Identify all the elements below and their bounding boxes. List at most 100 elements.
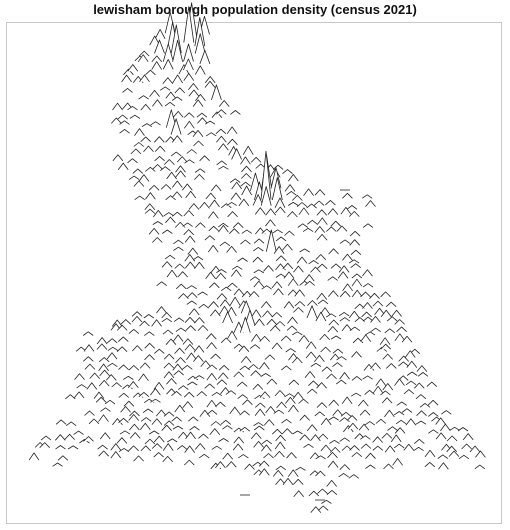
density-spike bbox=[211, 111, 223, 118]
density-spike bbox=[298, 335, 310, 343]
density-spike bbox=[133, 180, 145, 187]
density-spike bbox=[98, 357, 110, 363]
density-spike bbox=[188, 203, 200, 210]
density-spike bbox=[225, 390, 237, 395]
density-spike bbox=[317, 505, 329, 511]
density-spike bbox=[426, 381, 438, 387]
density-spike bbox=[127, 64, 139, 72]
density-spike bbox=[194, 168, 206, 173]
density-spike bbox=[222, 311, 233, 324]
density-spike bbox=[346, 205, 358, 210]
density-spike bbox=[292, 357, 303, 364]
density-spike bbox=[360, 291, 371, 298]
density-spike bbox=[370, 327, 381, 333]
density-spike bbox=[230, 110, 241, 115]
density-spike bbox=[327, 290, 339, 297]
density-spike bbox=[140, 136, 151, 142]
density-spike bbox=[220, 286, 232, 292]
density-spike bbox=[272, 229, 283, 234]
density-spike bbox=[415, 394, 427, 400]
density-spike bbox=[341, 396, 353, 405]
density-spike bbox=[134, 128, 145, 136]
density-spike bbox=[299, 434, 310, 441]
density-spike bbox=[144, 342, 155, 349]
density-spike bbox=[89, 372, 100, 379]
density-spike bbox=[362, 316, 374, 322]
density-spike bbox=[350, 263, 361, 269]
density-spike bbox=[354, 317, 366, 323]
density-spike bbox=[88, 418, 100, 425]
density-spike bbox=[393, 411, 405, 416]
density-spike bbox=[381, 433, 393, 439]
density-spike bbox=[204, 76, 216, 84]
density-spike bbox=[227, 282, 238, 288]
density-spike bbox=[349, 326, 361, 332]
density-spike bbox=[282, 243, 293, 251]
density-spike bbox=[139, 362, 151, 369]
density-spike bbox=[175, 357, 186, 364]
density-spike bbox=[326, 490, 338, 496]
density-spike bbox=[206, 399, 218, 408]
density-spike bbox=[156, 409, 167, 417]
density-spike bbox=[121, 74, 132, 83]
density-spike bbox=[67, 445, 79, 450]
density-spike bbox=[275, 434, 286, 442]
density-spike bbox=[128, 365, 140, 371]
density-spike bbox=[276, 401, 287, 409]
density-spike bbox=[175, 283, 187, 290]
density-spike bbox=[218, 100, 230, 107]
density-spike bbox=[182, 401, 194, 408]
density-spike bbox=[341, 445, 353, 451]
density-spike bbox=[198, 433, 209, 439]
density-spike bbox=[384, 445, 396, 453]
density-spike bbox=[275, 255, 287, 262]
density-spike bbox=[381, 397, 393, 404]
density-spike bbox=[129, 432, 141, 439]
density-spike bbox=[150, 121, 161, 126]
density-spike bbox=[303, 443, 314, 448]
density-spike bbox=[315, 470, 326, 477]
density-spike bbox=[263, 419, 275, 426]
density-spike bbox=[211, 392, 223, 397]
density-spike bbox=[260, 150, 272, 200]
density-spike bbox=[327, 460, 339, 468]
density-spike bbox=[365, 464, 376, 469]
density-spike bbox=[127, 381, 139, 388]
density-spike bbox=[172, 39, 183, 62]
density-spike bbox=[248, 291, 260, 298]
density-spike bbox=[394, 319, 405, 325]
density-spike bbox=[260, 373, 271, 377]
density-spike bbox=[394, 378, 405, 386]
density-spike bbox=[249, 276, 261, 281]
density-spike bbox=[316, 263, 328, 269]
density-spike bbox=[229, 228, 240, 234]
density-spike bbox=[184, 316, 196, 323]
density-spike bbox=[183, 120, 195, 129]
density-spike bbox=[165, 109, 177, 128]
density-spike bbox=[110, 451, 122, 459]
density-spike bbox=[145, 69, 156, 76]
density-spike bbox=[380, 390, 391, 396]
density-spike bbox=[258, 460, 270, 467]
density-spike bbox=[292, 195, 303, 201]
density-spike bbox=[306, 305, 318, 319]
density-spike bbox=[199, 409, 211, 417]
density-spike bbox=[55, 419, 67, 425]
density-spike bbox=[386, 316, 398, 322]
density-spike bbox=[350, 249, 362, 255]
density-spike bbox=[226, 330, 238, 340]
density-spike bbox=[163, 212, 175, 217]
density-spike bbox=[396, 326, 407, 332]
density-spike bbox=[339, 317, 351, 322]
density-spike bbox=[305, 341, 317, 349]
density-spike bbox=[419, 403, 431, 408]
density-spike bbox=[178, 385, 189, 390]
density-spike bbox=[164, 254, 176, 260]
density-spike bbox=[310, 266, 321, 273]
density-spike bbox=[112, 154, 124, 162]
density-spike bbox=[274, 321, 286, 327]
density-spike bbox=[218, 438, 229, 442]
density-spike bbox=[260, 186, 272, 206]
density-spike bbox=[265, 229, 277, 252]
density-spike bbox=[184, 445, 196, 453]
